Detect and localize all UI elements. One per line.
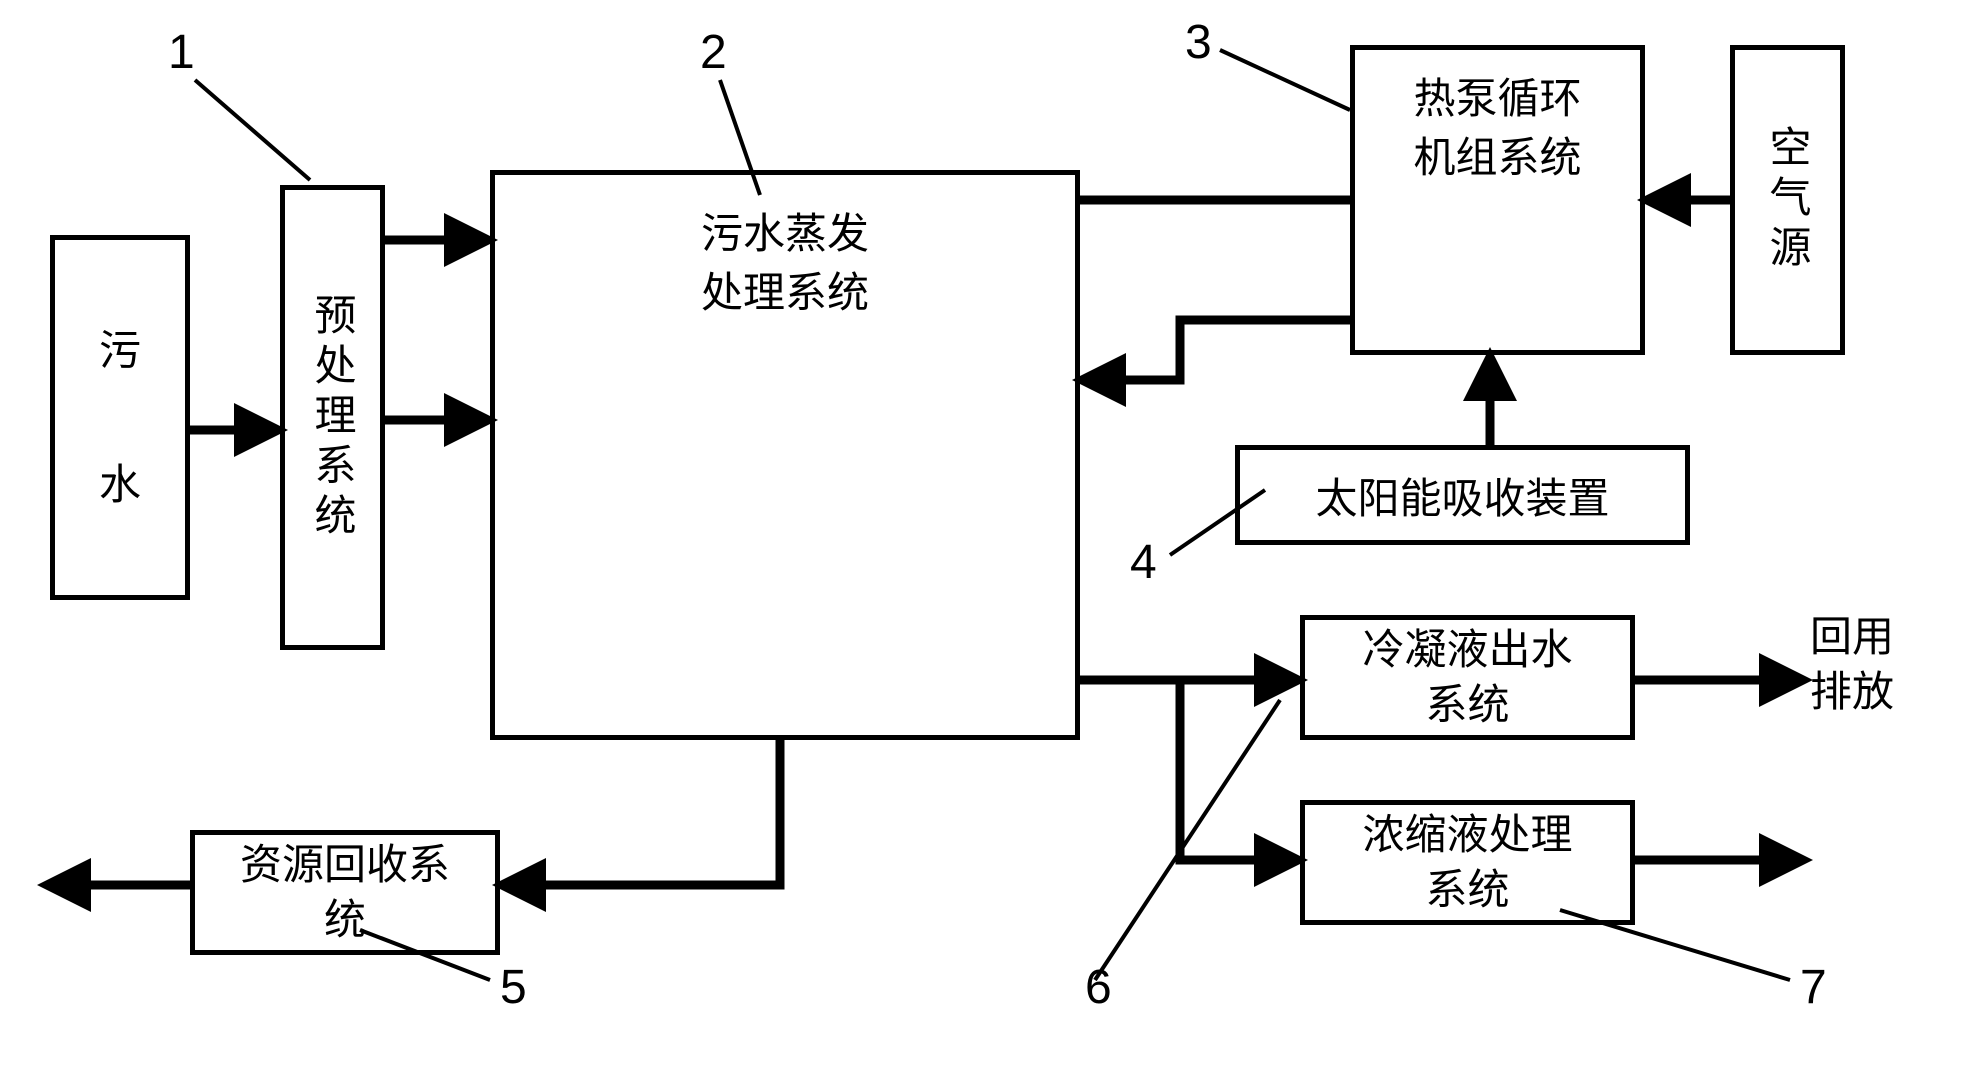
diagram-lines [0, 0, 1968, 1090]
leader-3 [1220, 50, 1350, 110]
leader-6 [1095, 700, 1280, 980]
leader-4 [1170, 490, 1265, 555]
leader-2 [720, 80, 760, 195]
leader-7 [1560, 910, 1790, 980]
arrow-evap-concentrate [1080, 680, 1290, 860]
leader-1 [195, 80, 310, 180]
leader-5 [360, 930, 490, 980]
arrow-evap-recovery [510, 740, 780, 885]
arrow-heatpump-evap-return [1090, 320, 1350, 380]
